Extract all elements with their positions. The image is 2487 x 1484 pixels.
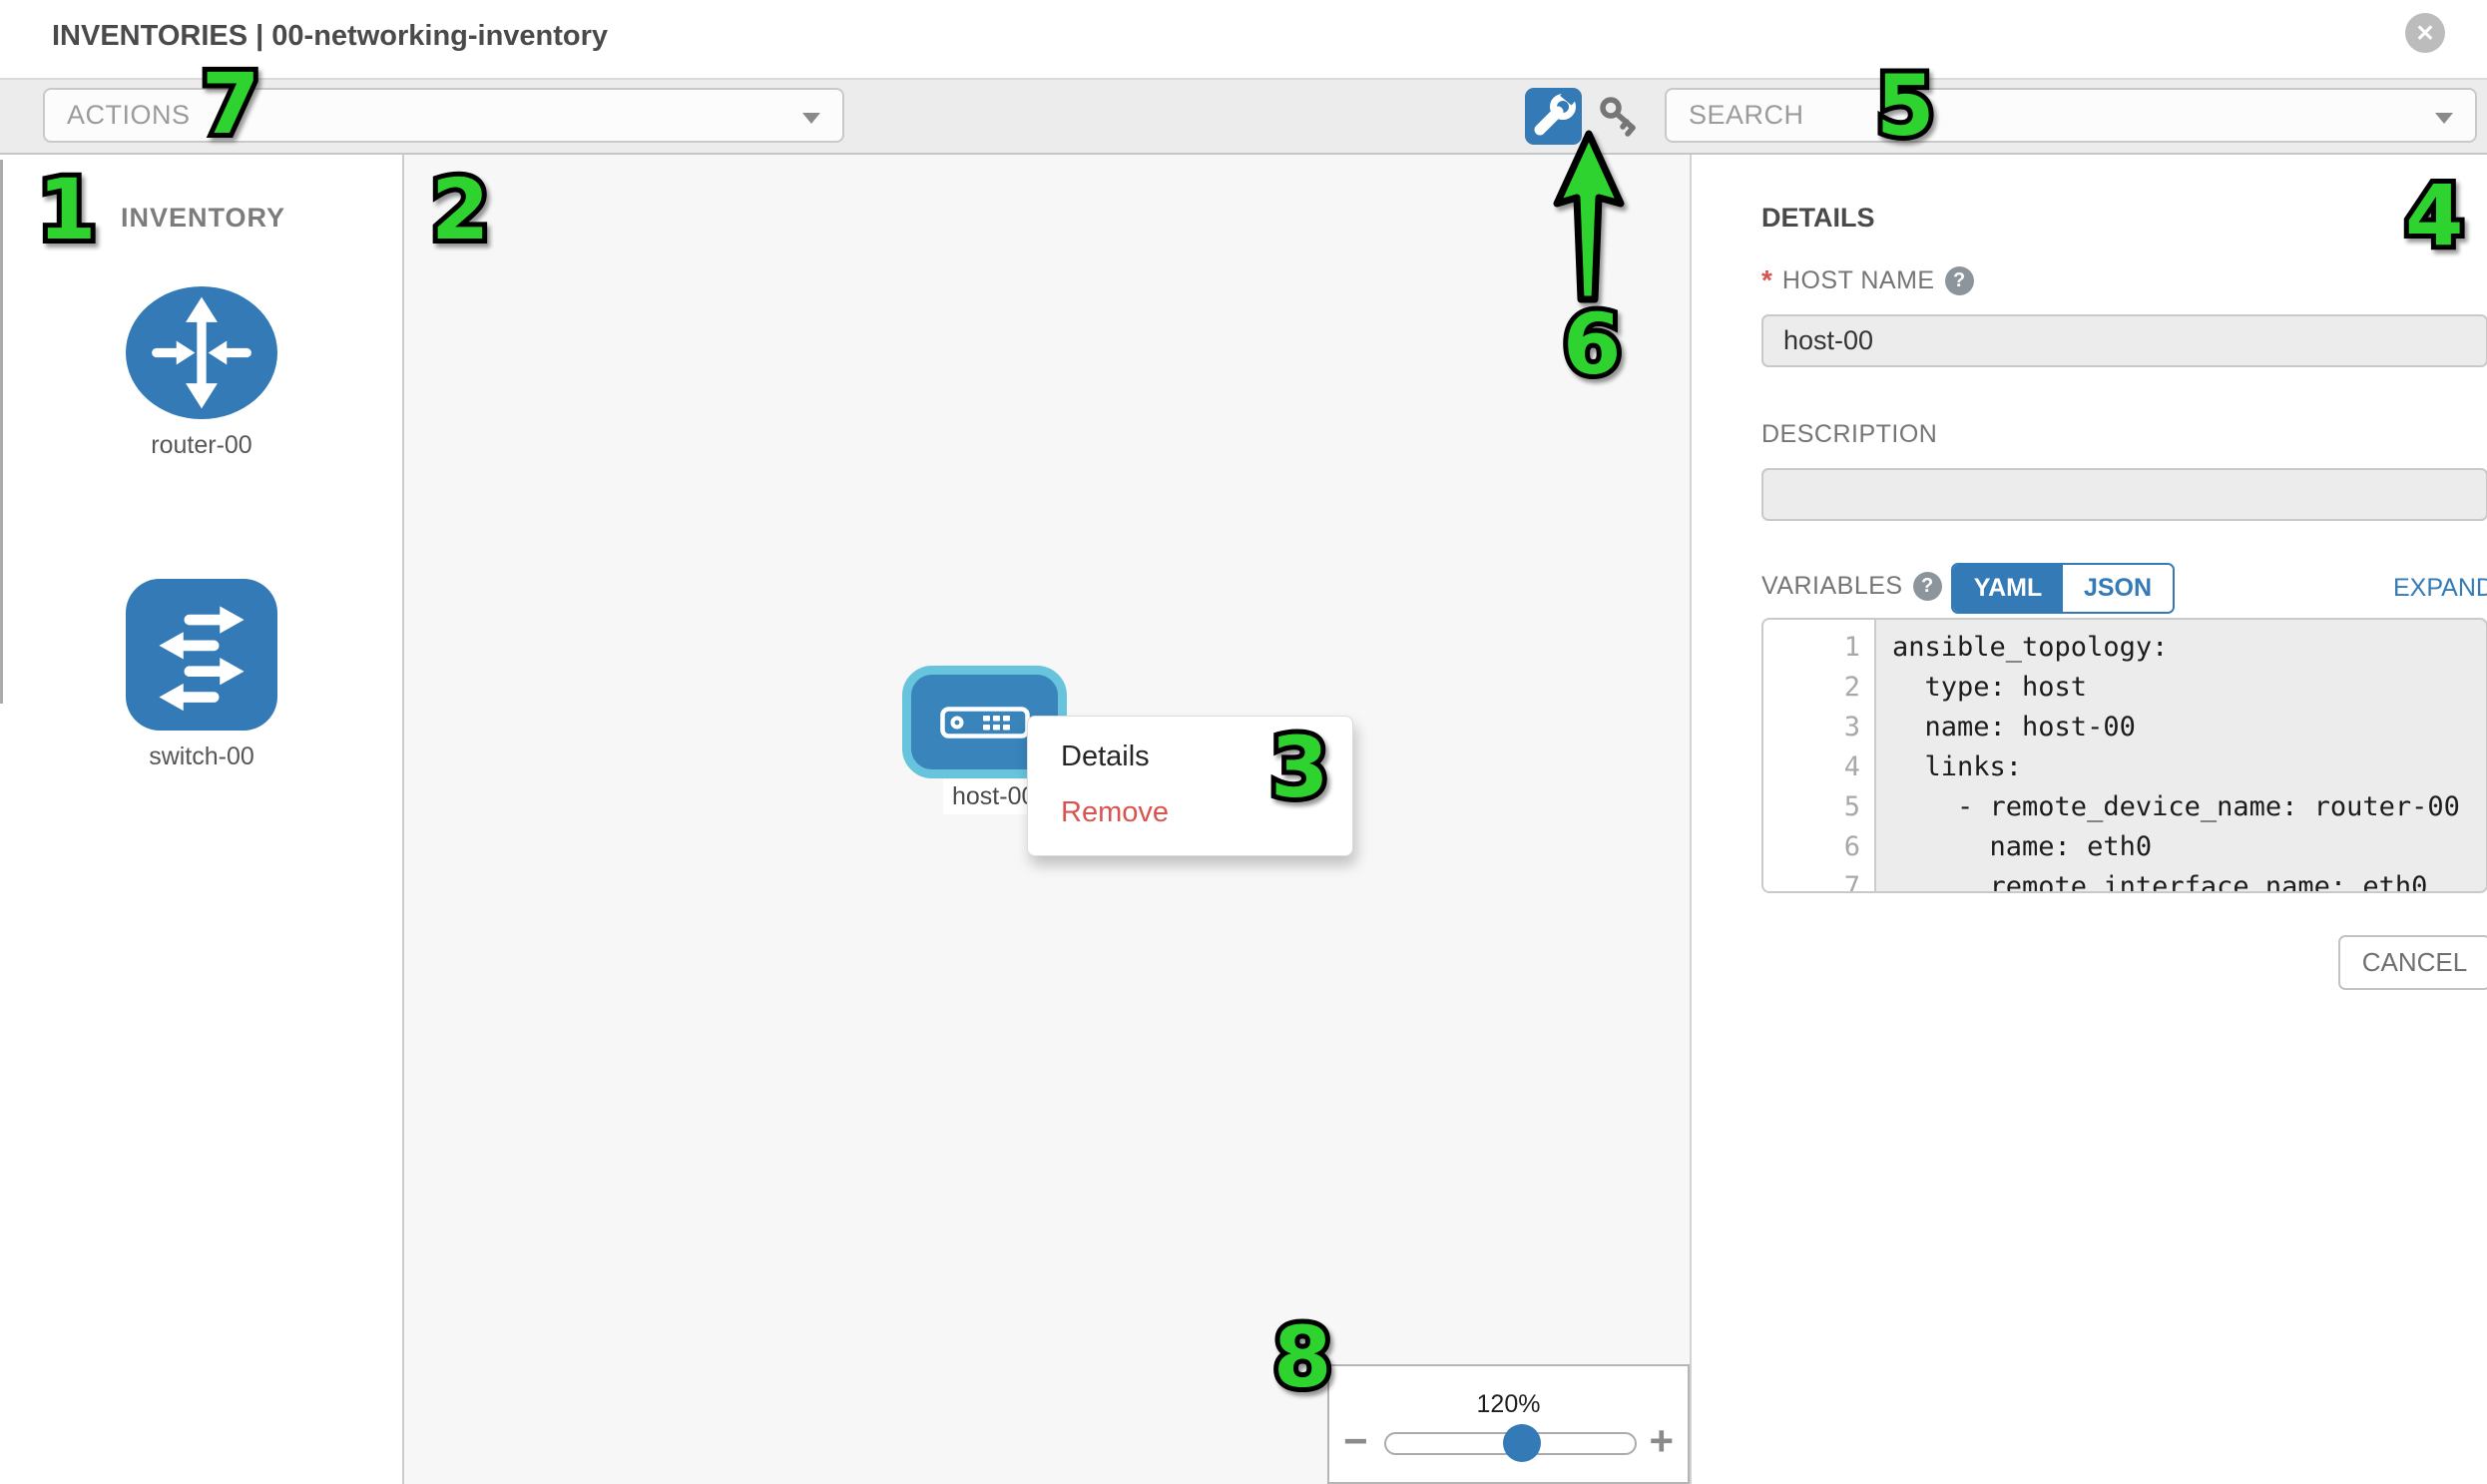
variables-code-editor[interactable]: 1 2 3 4 5 6 7 ansible_topology: type: ho… xyxy=(1761,618,2487,893)
code-line: remote_interface_name: eth0 xyxy=(1892,871,2428,893)
help-icon[interactable]: ? xyxy=(1944,265,1974,295)
host-name-field-row: * HOST NAME ? xyxy=(1761,264,1974,296)
cancel-button[interactable]: CANCEL xyxy=(2338,935,2487,990)
editor-code-area: ansible_topology: type: host name: host-… xyxy=(1876,620,2486,891)
switch-icon xyxy=(126,579,277,731)
required-asterisk: * xyxy=(1761,264,1772,295)
chevron-down-icon xyxy=(802,113,820,124)
variables-label: VARIABLES xyxy=(1761,572,1903,600)
code-line: links: xyxy=(1892,751,2023,782)
line-number: 4 xyxy=(1843,751,1860,782)
code-line: ansible_topology: xyxy=(1892,632,2169,663)
switch-label: switch-00 xyxy=(149,742,254,770)
description-input[interactable] xyxy=(1761,468,2487,521)
line-number: 5 xyxy=(1843,791,1860,822)
chevron-down-icon xyxy=(2435,113,2453,124)
line-number: 3 xyxy=(1843,712,1860,742)
close-icon: ✕ xyxy=(2415,19,2435,46)
wrench-icon xyxy=(1534,85,1581,136)
sidebar-item-router[interactable]: router-00 xyxy=(126,286,277,460)
router-icon xyxy=(126,286,277,419)
sidebar-scrollbar xyxy=(0,160,3,704)
tab-json[interactable]: JSON xyxy=(2063,565,2173,612)
host-name-input[interactable] xyxy=(1761,314,2487,367)
help-icon[interactable]: ? xyxy=(1912,572,1942,601)
zoom-out-button[interactable]: − xyxy=(1343,1417,1368,1464)
zoom-slider-thumb[interactable] xyxy=(1503,1424,1541,1462)
variables-format-toggle: YAML JSON xyxy=(1951,563,2175,614)
search-dropdown[interactable]: SEARCH xyxy=(1665,88,2477,143)
context-menu-item-details[interactable]: Details xyxy=(1061,741,1150,772)
zoom-level-label: 120% xyxy=(1476,1390,1541,1418)
details-panel-title: DETAILS xyxy=(1761,203,1875,233)
actions-dropdown-label: ACTIONS xyxy=(67,100,191,130)
editor-line-numbers: 1 2 3 4 5 6 7 xyxy=(1763,620,1876,891)
context-menu-item-remove[interactable]: Remove xyxy=(1061,796,1169,828)
variables-field-row: VARIABLES ? xyxy=(1761,572,1942,601)
zoom-in-button[interactable]: + xyxy=(1649,1417,1674,1464)
host-icon xyxy=(939,706,1030,739)
code-line: - remote_device_name: router-00 xyxy=(1892,791,2460,822)
description-label: DESCRIPTION xyxy=(1761,420,1938,448)
router-label: router-00 xyxy=(151,431,252,459)
host-name-label: HOST NAME xyxy=(1781,265,1935,294)
sidebar-item-switch[interactable]: switch-00 xyxy=(126,579,277,771)
details-panel: DETAILS * HOST NAME ? DESCRIPTION VARIAB… xyxy=(1690,155,2487,1484)
code-line: name: eth0 xyxy=(1892,831,2153,862)
expand-link[interactable]: EXPAND xyxy=(2393,574,2487,602)
code-line: type: host xyxy=(1892,672,2088,703)
line-number: 2 xyxy=(1843,672,1860,703)
tools-button[interactable] xyxy=(1525,85,1582,145)
actions-dropdown[interactable]: ACTIONS xyxy=(43,88,844,143)
search-placeholder: SEARCH xyxy=(1689,100,1804,130)
line-number: 7 xyxy=(1843,871,1860,893)
node-context-menu: Details Remove xyxy=(1027,716,1353,856)
line-number: 1 xyxy=(1843,632,1860,663)
key-icon xyxy=(1600,97,1636,137)
close-button[interactable]: ✕ xyxy=(2405,13,2445,53)
tab-yaml[interactable]: YAML xyxy=(1953,565,2063,612)
page-title: INVENTORIES | 00-networking-inventory xyxy=(52,20,609,52)
key-button[interactable] xyxy=(1597,94,1643,140)
line-number: 6 xyxy=(1843,831,1860,862)
code-line: name: host-00 xyxy=(1892,712,2136,742)
sidebar-title: INVENTORY xyxy=(121,203,286,233)
zoom-control: 120% − + xyxy=(1327,1364,1690,1484)
